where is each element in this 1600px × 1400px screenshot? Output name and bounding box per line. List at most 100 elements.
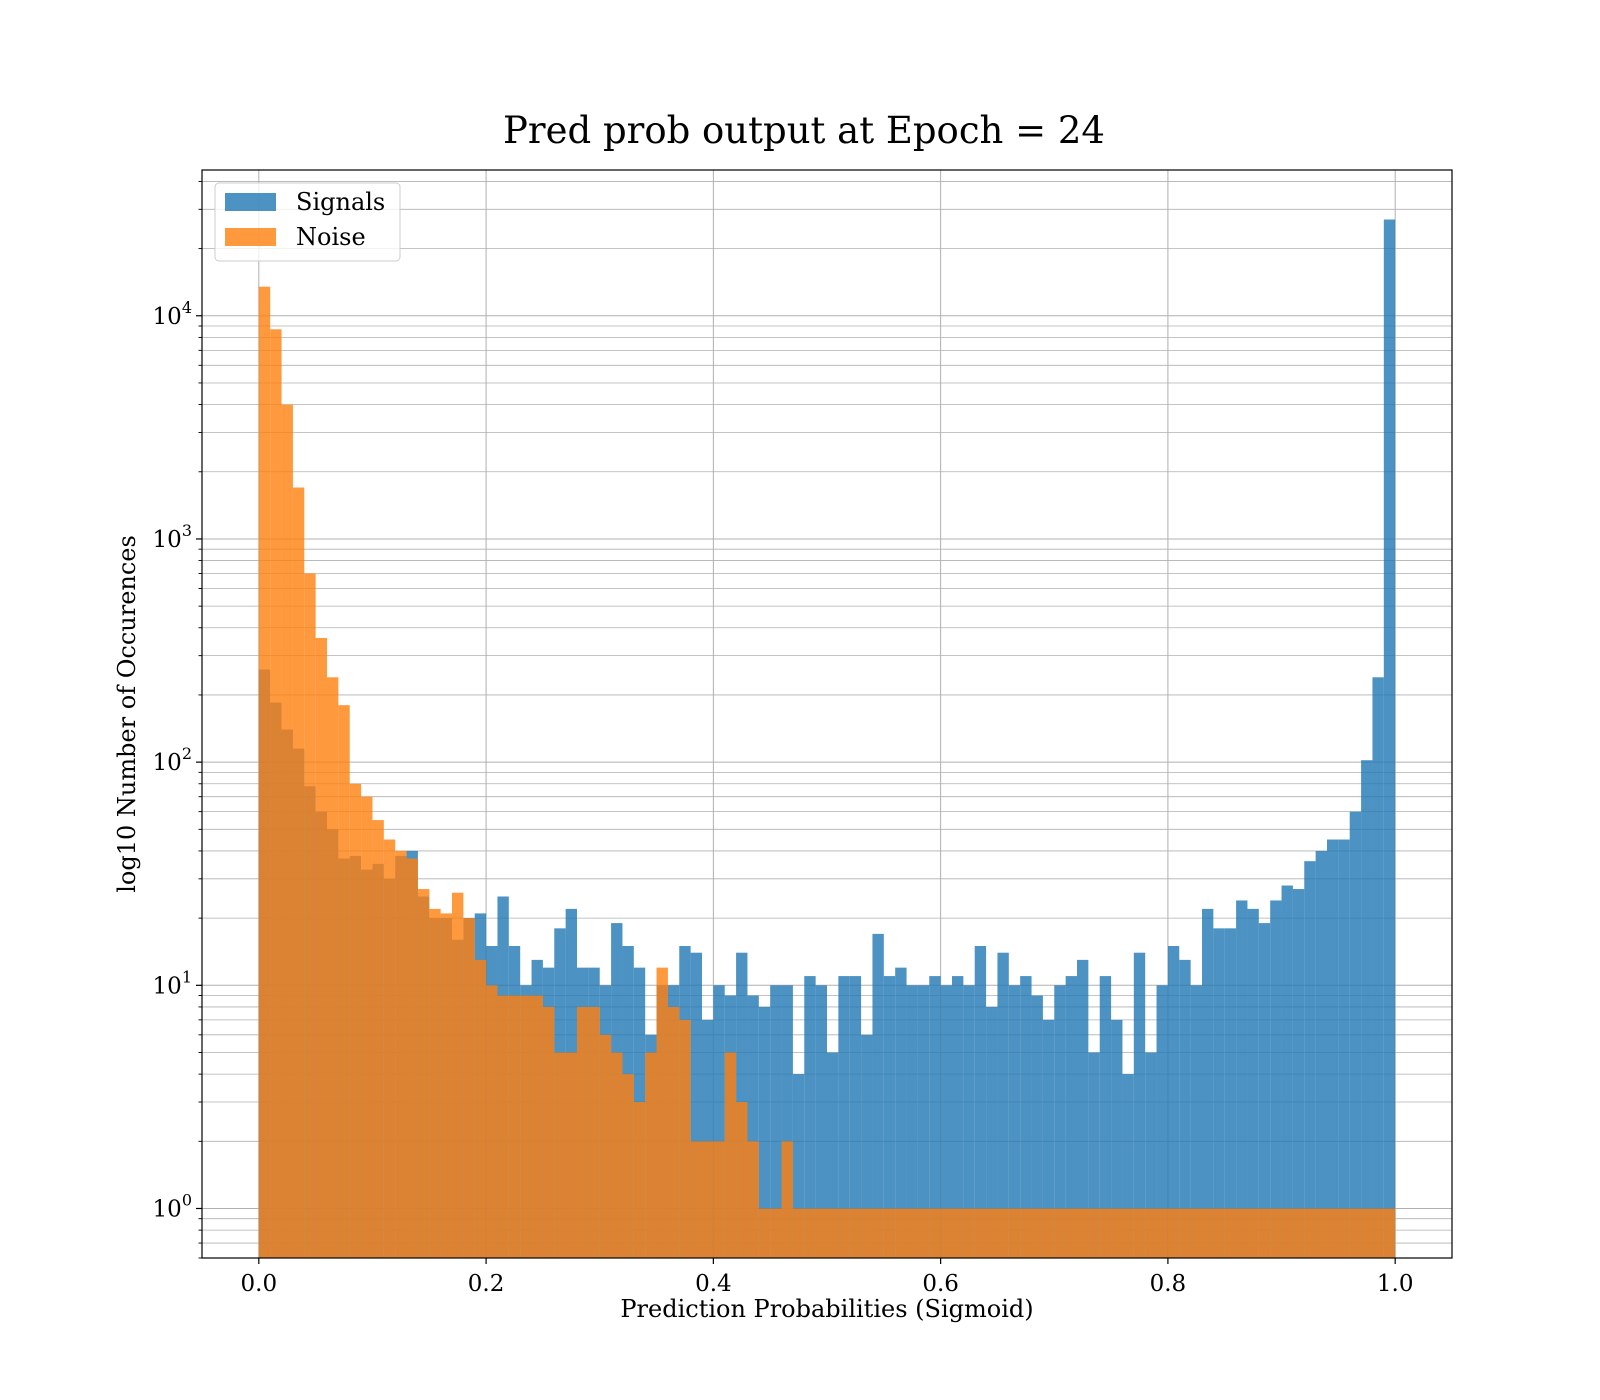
bar — [1031, 1208, 1043, 1258]
bar — [997, 952, 1009, 1258]
bar — [554, 1052, 566, 1258]
bar — [1088, 1052, 1100, 1258]
bar — [1065, 976, 1077, 1258]
bar — [656, 967, 668, 1258]
bar — [974, 946, 987, 1258]
bar — [1270, 900, 1282, 1258]
bar — [1349, 1208, 1362, 1258]
bar — [1031, 995, 1043, 1258]
y-tick-label: 100 — [153, 1190, 192, 1222]
x-tick-label: 0.0 — [241, 1271, 278, 1297]
bar — [1292, 889, 1305, 1258]
bar — [1224, 1208, 1237, 1258]
bar — [338, 705, 350, 1258]
bar — [1088, 1208, 1100, 1258]
bar — [861, 1208, 873, 1258]
bar — [838, 1208, 850, 1258]
bar — [361, 796, 373, 1258]
bar — [1145, 1208, 1157, 1258]
bar — [1122, 1208, 1134, 1258]
bar — [1338, 839, 1350, 1258]
bar — [895, 967, 907, 1258]
x-axis-label: Prediction Probabilities (Sigmoid) — [620, 1295, 1033, 1323]
y-axis-label: log10 Number of Occurences — [113, 535, 141, 893]
bar — [747, 995, 759, 1258]
bar — [1258, 923, 1271, 1258]
bar — [1122, 1074, 1134, 1258]
bar — [702, 1141, 714, 1258]
bar — [1099, 1208, 1112, 1258]
bar — [770, 1208, 782, 1258]
bar — [872, 933, 884, 1258]
bar — [679, 1019, 691, 1258]
bar — [929, 1208, 941, 1258]
bar — [861, 1034, 873, 1258]
bar — [486, 985, 498, 1258]
bar — [1327, 839, 1339, 1258]
bar — [1167, 1208, 1180, 1258]
bar — [815, 985, 827, 1258]
bar — [1224, 928, 1237, 1258]
bar — [349, 783, 362, 1258]
bar — [542, 1006, 555, 1258]
bar — [1383, 1208, 1396, 1258]
bar — [906, 1208, 918, 1258]
histogram-bars — [258, 219, 1396, 1259]
bar — [1111, 1019, 1123, 1258]
bar — [872, 1208, 884, 1258]
series-noise-bars — [258, 286, 1396, 1259]
bar — [940, 1208, 952, 1258]
legend: Signals Noise — [214, 182, 401, 262]
bar — [997, 1208, 1009, 1258]
bar — [963, 985, 975, 1258]
bar — [952, 976, 964, 1258]
bar — [883, 1208, 896, 1258]
bar — [917, 985, 930, 1258]
bar — [1054, 1208, 1066, 1258]
bar — [667, 1006, 680, 1258]
bar — [1349, 811, 1362, 1258]
bar — [906, 985, 918, 1258]
bar — [1179, 959, 1191, 1258]
bar — [645, 1052, 657, 1258]
bar — [838, 976, 850, 1258]
chart-title: Pred prob output at Epoch = 24 — [503, 109, 1105, 152]
bar — [1236, 900, 1248, 1258]
bar — [883, 976, 896, 1258]
bar — [724, 1052, 737, 1258]
bar — [849, 1208, 862, 1258]
bar — [1042, 1019, 1055, 1258]
bar — [1111, 1208, 1123, 1258]
bar — [1281, 885, 1293, 1258]
bar — [1054, 985, 1066, 1258]
bar — [1383, 219, 1396, 1258]
bar — [1372, 1208, 1384, 1258]
bar — [827, 1208, 839, 1258]
bar — [690, 952, 702, 1258]
bar — [1156, 1208, 1168, 1258]
bar — [849, 976, 862, 1258]
bar — [747, 1141, 759, 1258]
bar — [1304, 861, 1316, 1258]
bar — [1077, 959, 1089, 1258]
bar — [1202, 1208, 1214, 1258]
bar — [1020, 1208, 1032, 1258]
bar — [815, 1208, 827, 1258]
bar — [1008, 985, 1021, 1258]
bar — [1202, 908, 1214, 1258]
bar — [588, 1006, 600, 1258]
bar — [781, 985, 793, 1258]
bar — [1077, 1208, 1089, 1258]
bar — [1145, 1052, 1157, 1258]
bar — [520, 995, 532, 1258]
bar — [1338, 1208, 1350, 1258]
bar — [827, 1052, 839, 1258]
bar — [417, 889, 430, 1258]
bar — [986, 1006, 998, 1258]
bar — [1270, 1208, 1282, 1258]
bar — [690, 1141, 702, 1258]
legend-label-signals: Signals — [296, 188, 385, 216]
bar — [429, 908, 441, 1258]
bar — [940, 985, 952, 1258]
